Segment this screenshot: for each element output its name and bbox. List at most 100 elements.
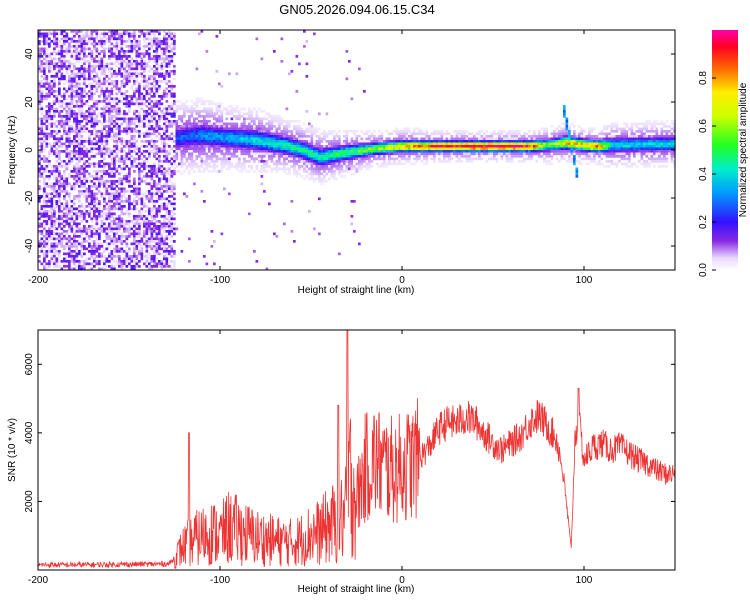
heatmap-cell xyxy=(133,145,136,148)
heatmap-cell xyxy=(95,215,99,218)
heatmap-cell xyxy=(203,137,206,141)
heatmap-cell xyxy=(45,240,49,243)
heatmap-cell xyxy=(225,147,229,151)
heatmap-cell xyxy=(153,70,156,73)
heatmap-cell xyxy=(235,72,239,76)
heatmap-cell xyxy=(85,205,89,208)
heatmap-cell xyxy=(153,237,156,241)
heatmap-cell xyxy=(150,127,154,131)
heatmap-cell xyxy=(143,192,146,196)
heatmap-cell xyxy=(310,172,314,176)
heatmap-cell xyxy=(343,142,346,146)
heatmap-cell xyxy=(185,110,189,113)
heatmap-cell xyxy=(55,45,59,48)
heatmap-cell xyxy=(43,35,46,38)
heatmap-cell xyxy=(150,45,154,48)
heatmap-cell xyxy=(53,112,56,116)
heatmap-cell xyxy=(318,127,321,131)
heatmap-cell xyxy=(75,127,79,131)
heatmap-cell xyxy=(70,90,74,93)
heatmap-cell xyxy=(43,245,46,248)
heatmap-cell xyxy=(203,122,206,126)
heatmap-cell xyxy=(40,62,44,66)
heatmap-cell xyxy=(295,137,299,141)
heatmap-cell xyxy=(135,70,139,73)
heatmap-cell xyxy=(115,80,119,83)
heatmap-cell xyxy=(198,120,201,123)
heatmap-cell xyxy=(40,112,44,116)
heatmap-cell xyxy=(70,205,74,208)
heatmap-cell xyxy=(178,145,181,148)
heatmap-cell xyxy=(135,67,139,71)
heatmap-cell xyxy=(105,32,109,36)
heatmap-cell xyxy=(180,155,184,158)
heatmap-cell xyxy=(143,85,146,88)
heatmap-cell xyxy=(213,140,216,143)
heatmap-cell xyxy=(245,150,249,153)
heatmap-cell xyxy=(63,150,66,153)
heatmap-cell xyxy=(78,145,81,148)
heatmap-cell xyxy=(73,250,76,253)
heatmap-cell xyxy=(168,180,171,183)
heatmap-cell xyxy=(320,172,324,176)
heatmap-cell xyxy=(125,65,129,68)
heatmap-cell xyxy=(240,122,244,126)
heatmap-cell xyxy=(58,50,61,53)
heatmap-cell xyxy=(225,157,229,161)
heatmap-cell xyxy=(103,262,106,266)
heatmap-cell xyxy=(348,130,351,133)
heatmap-cell xyxy=(225,137,229,141)
heatmap-cell xyxy=(95,220,99,223)
heatmap-cell xyxy=(155,57,159,61)
heatmap-cell xyxy=(295,120,299,123)
heatmap-cell xyxy=(178,162,181,166)
heatmap-cell xyxy=(68,42,71,46)
heatmap-cell xyxy=(295,140,299,143)
heatmap-cell xyxy=(213,145,216,148)
heatmap-cell xyxy=(285,145,289,148)
heatmap-cell xyxy=(163,150,166,153)
heatmap-cell xyxy=(165,230,169,233)
heatmap-cell xyxy=(198,110,201,113)
heatmap-cell xyxy=(325,150,329,153)
heatmap-cell xyxy=(340,145,344,148)
heatmap-cell xyxy=(235,105,239,108)
heatmap-cell xyxy=(40,92,44,96)
heatmap-cell xyxy=(253,137,256,141)
heatmap-cell xyxy=(203,160,206,163)
heatmap-cell xyxy=(93,102,96,106)
heatmap-cell xyxy=(120,155,124,158)
heatmap-cell xyxy=(248,127,251,131)
heatmap-cell xyxy=(155,240,159,243)
heatmap-cell xyxy=(328,165,331,168)
heatmap-cell xyxy=(168,57,171,61)
heatmap-cell xyxy=(160,80,164,83)
heatmap-cell xyxy=(100,257,104,261)
heatmap-cell xyxy=(43,52,46,56)
heatmap-cell xyxy=(300,157,304,161)
heatmap-cell xyxy=(65,202,69,206)
heatmap-cell xyxy=(58,250,61,253)
heatmap-cell xyxy=(110,180,114,183)
heatmap-cell xyxy=(278,125,281,128)
heatmap-cell xyxy=(48,52,51,56)
heatmap-cell xyxy=(250,127,254,131)
heatmap-cell xyxy=(160,262,164,266)
heatmap-cell xyxy=(170,182,174,186)
heatmap-cell xyxy=(145,115,149,118)
heatmap-cell xyxy=(100,225,104,228)
heatmap-cell xyxy=(188,137,191,141)
heatmap-cell xyxy=(85,42,89,46)
heatmap-cell xyxy=(70,37,74,41)
heatmap-cell xyxy=(218,145,221,148)
heatmap-cell xyxy=(118,87,121,91)
heatmap-cell xyxy=(40,132,44,136)
heatmap-cell xyxy=(155,72,159,76)
heatmap-cell xyxy=(48,30,51,33)
heatmap-cell xyxy=(85,70,89,73)
heatmap-cell xyxy=(285,150,289,153)
heatmap-cell xyxy=(133,232,136,236)
heatmap-cell xyxy=(73,62,76,66)
heatmap-cell xyxy=(140,245,144,248)
heatmap-cell xyxy=(203,132,206,136)
